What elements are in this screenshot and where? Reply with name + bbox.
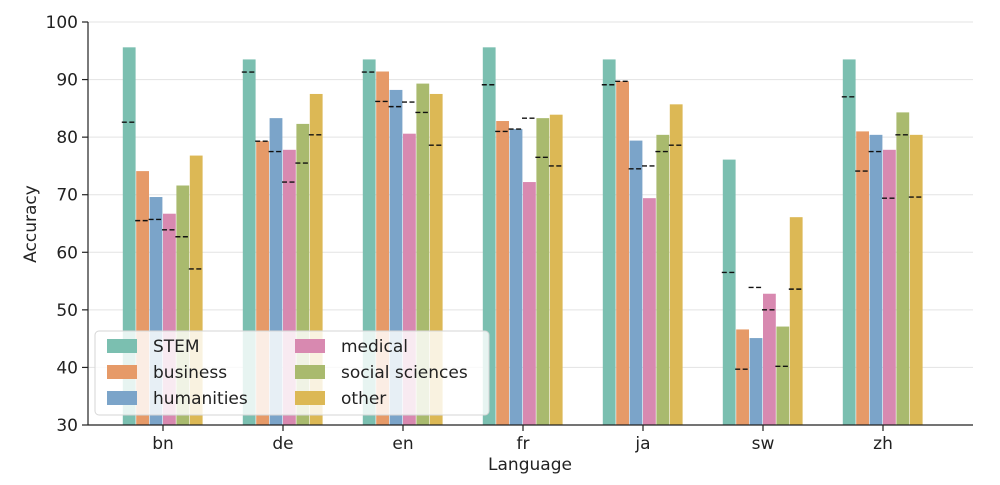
bars bbox=[122, 47, 923, 426]
bar-other-zh bbox=[909, 134, 923, 425]
x-tick-label-en: en bbox=[392, 434, 413, 454]
x-ticks: bn de en fr ja sw zh bbox=[152, 425, 893, 454]
bar-medical-fr bbox=[523, 182, 536, 425]
legend-label-social-sciences: social sciences bbox=[341, 363, 468, 383]
y-tick-label: 60 bbox=[56, 243, 78, 263]
bar-social-sciences-ja bbox=[656, 134, 670, 425]
y-tick-label: 100 bbox=[46, 13, 78, 33]
bar-business-zh bbox=[856, 131, 869, 425]
legend-swatch-business bbox=[107, 365, 137, 379]
legend-label-business: business bbox=[153, 363, 227, 383]
bar-STEM-fr bbox=[482, 47, 496, 425]
bar-humanities-sw bbox=[749, 338, 763, 425]
y-tick-label: 30 bbox=[56, 416, 78, 436]
bar-medical-zh bbox=[883, 149, 896, 425]
bar-business-fr bbox=[496, 121, 509, 426]
x-tick-label-bn: bn bbox=[152, 434, 174, 454]
y-tick-label: 90 bbox=[56, 71, 78, 91]
bar-business-ja bbox=[616, 81, 629, 426]
bar-social-sciences-fr bbox=[536, 118, 550, 425]
bar-social-sciences-sw bbox=[776, 326, 790, 425]
axes bbox=[87, 22, 973, 426]
y-axis-title: Accuracy bbox=[21, 185, 41, 263]
legend-swatch-other bbox=[295, 391, 325, 405]
bar-business-sw bbox=[736, 329, 749, 425]
x-tick-label-de: de bbox=[272, 434, 293, 454]
legend-frame bbox=[94, 330, 490, 416]
bar-humanities-fr bbox=[509, 129, 523, 425]
legend-swatch-STEM bbox=[107, 339, 137, 353]
bar-other-fr bbox=[549, 114, 563, 425]
legend-label-medical: medical bbox=[341, 337, 408, 357]
x-tick-label-zh: zh bbox=[873, 434, 893, 454]
bar-medical-sw bbox=[763, 293, 776, 425]
y-tick-label: 70 bbox=[56, 186, 78, 206]
legend-label-STEM: STEM bbox=[153, 337, 200, 357]
x-tick-label-sw: sw bbox=[752, 434, 775, 454]
y-tick-label: 50 bbox=[56, 301, 78, 321]
y-ticks: 30 40 50 60 70 80 90 100 bbox=[46, 13, 88, 436]
bar-social-sciences-zh bbox=[896, 112, 910, 425]
legend-swatch-social-sciences bbox=[295, 365, 325, 379]
x-axis-title: Language bbox=[488, 455, 572, 475]
y-tick-label: 40 bbox=[56, 358, 78, 378]
bar-humanities-ja bbox=[629, 140, 643, 425]
x-tick-label-ja: ja bbox=[634, 434, 650, 454]
legend-label-humanities: humanities bbox=[153, 389, 248, 409]
bar-other-sw bbox=[789, 217, 803, 425]
legend-swatch-humanities bbox=[107, 391, 137, 405]
legend-swatch-medical bbox=[295, 339, 325, 353]
bar-STEM-sw bbox=[722, 159, 736, 425]
x-tick-label-fr: fr bbox=[517, 434, 530, 454]
bar-STEM-ja bbox=[602, 59, 616, 426]
legend: STEM business humanities medical social scie… bbox=[94, 330, 490, 416]
legend-label-other: other bbox=[341, 389, 386, 409]
bar-medical-ja bbox=[643, 198, 656, 425]
y-tick-label: 80 bbox=[56, 128, 78, 148]
bar-other-ja bbox=[669, 104, 683, 425]
bar-humanities-zh bbox=[869, 134, 883, 425]
bar-STEM-zh bbox=[842, 59, 856, 426]
reference-markers bbox=[121, 71, 924, 370]
